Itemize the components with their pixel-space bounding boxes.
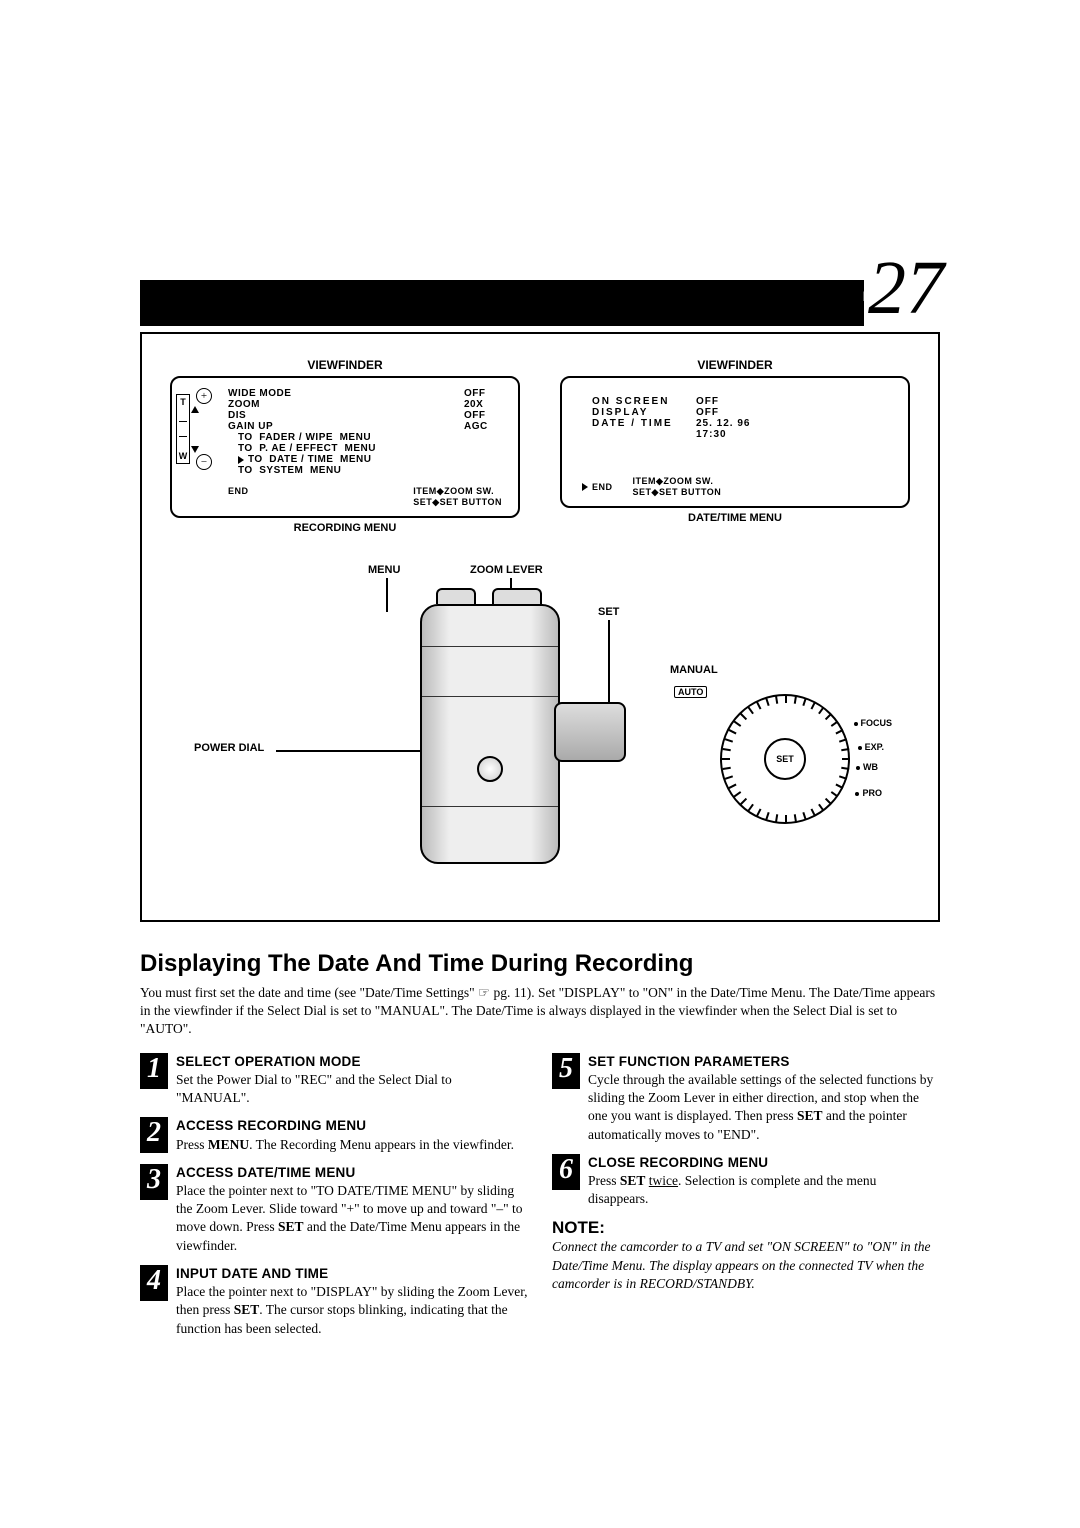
label-menu: MENU [368, 564, 400, 576]
minus-icon: − [196, 454, 212, 470]
step-title: CLOSE RECORDING MENU [588, 1154, 940, 1172]
pointer-icon [238, 456, 244, 464]
label-manual: MANUAL [670, 664, 718, 676]
step: 6CLOSE RECORDING MENUPress SET twice. Se… [552, 1154, 940, 1209]
step-title: ACCESS RECORDING MENU [176, 1117, 528, 1135]
intro-paragraph: You must first set the date and time (se… [140, 984, 940, 1039]
plus-icon: + [196, 388, 212, 404]
step-text: Press SET twice. Selection is complete a… [588, 1172, 940, 1208]
step-body: ACCESS RECORDING MENUPress MENU. The Rec… [176, 1117, 528, 1153]
step-body: CLOSE RECORDING MENUPress SET twice. Sel… [588, 1154, 940, 1209]
step-body: INPUT DATE AND TIMEPlace the pointer nex… [176, 1265, 528, 1338]
vf-caption: RECORDING MENU [170, 522, 520, 534]
step: 2ACCESS RECORDING MENUPress MENU. The Re… [140, 1117, 528, 1153]
step-title: INPUT DATE AND TIME [176, 1265, 528, 1283]
step-number: 4 [140, 1265, 168, 1301]
diagram-area: T W + − VIEWFINDER WIDE MODEOFF ZOOM20X … [140, 332, 940, 922]
page-header: EN 27 [140, 280, 940, 326]
datetime-menu-viewfinder: VIEWFINDER ON SCREENOFF DISPLAYOFF DATE … [560, 358, 910, 534]
step-number: 6 [552, 1154, 580, 1190]
step-body: SET FUNCTION PARAMETERSCycle through the… [588, 1053, 940, 1144]
menu-end: END [228, 486, 249, 508]
recording-menu-viewfinder: VIEWFINDER WIDE MODEOFF ZOOM20X DISOFF G… [170, 358, 520, 534]
step-title: SET FUNCTION PARAMETERS [588, 1053, 940, 1071]
step-title: ACCESS DATE/TIME MENU [176, 1164, 528, 1182]
select-dial: SET FOCUS EXP. WB PRO [720, 694, 850, 824]
steps-columns: 1SELECT OPERATION MODESet the Power Dial… [140, 1053, 940, 1348]
step-title: SELECT OPERATION MODE [176, 1053, 528, 1071]
pointer-icon [582, 483, 588, 491]
label-auto: AUTO [674, 686, 707, 698]
zoom-indicator: T W + − [176, 388, 204, 472]
step-number: 5 [552, 1053, 580, 1089]
steps-left: 1SELECT OPERATION MODESet the Power Dial… [140, 1053, 528, 1348]
step: 5SET FUNCTION PARAMETERSCycle through th… [552, 1053, 940, 1144]
vf-title: VIEWFINDER [560, 358, 910, 372]
step-text: Cycle through the available settings of … [588, 1071, 940, 1144]
zoom-w: W [179, 451, 188, 461]
label-power-dial: POWER DIAL [194, 742, 264, 754]
label-set: SET [598, 606, 619, 618]
step: 4INPUT DATE AND TIMEPlace the pointer ne… [140, 1265, 528, 1338]
zoom-t: T [180, 397, 186, 407]
header-bar [140, 280, 940, 326]
step-body: ACCESS DATE/TIME MENUPlace the pointer n… [176, 1164, 528, 1255]
note-title: NOTE: [552, 1218, 940, 1238]
step: 3ACCESS DATE/TIME MENUPlace the pointer … [140, 1164, 528, 1255]
note-body: Connect the camcorder to a TV and set "O… [552, 1238, 940, 1293]
step-text: Press MENU. The Recording Menu appears i… [176, 1136, 528, 1154]
step-text: Place the pointer next to "DISPLAY" by s… [176, 1283, 528, 1338]
step-number: 3 [140, 1164, 168, 1200]
camcorder-sketch: MENU ZOOM LEVER SET MANUAL AUTO POWER DI… [170, 564, 910, 884]
step-number: 1 [140, 1053, 168, 1089]
step: 1SELECT OPERATION MODESet the Power Dial… [140, 1053, 528, 1108]
vf-title: VIEWFINDER [170, 358, 520, 372]
step-body: SELECT OPERATION MODESet the Power Dial … [176, 1053, 528, 1108]
label-zoom-lever: ZOOM LEVER [470, 564, 543, 576]
steps-right: 5SET FUNCTION PARAMETERSCycle through th… [552, 1053, 940, 1348]
page-number: 27 [864, 250, 950, 326]
vf-caption: DATE/TIME MENU [560, 512, 910, 524]
step-text: Place the pointer next to "TO DATE/TIME … [176, 1182, 528, 1255]
step-text: Set the Power Dial to "REC" and the Sele… [176, 1071, 528, 1107]
section-title: Displaying The Date And Time During Reco… [140, 950, 940, 978]
step-number: 2 [140, 1117, 168, 1153]
